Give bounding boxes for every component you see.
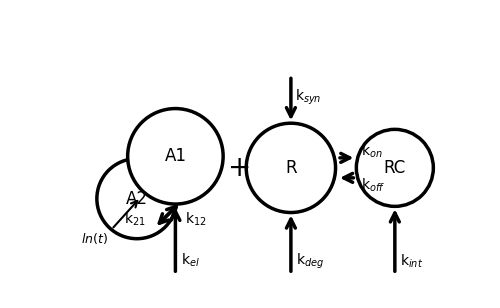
Text: k$_{deg}$: k$_{deg}$: [296, 252, 324, 271]
Text: k$_{int}$: k$_{int}$: [400, 253, 423, 270]
Text: k$_{12}$: k$_{12}$: [186, 211, 207, 228]
Ellipse shape: [128, 108, 223, 204]
Text: k$_{off}$: k$_{off}$: [361, 176, 385, 193]
Text: k$_{on}$: k$_{on}$: [361, 142, 382, 160]
Text: R: R: [285, 159, 296, 177]
Text: k$_{el}$: k$_{el}$: [181, 252, 200, 269]
Text: A1: A1: [164, 147, 186, 165]
Text: RC: RC: [384, 159, 406, 177]
Ellipse shape: [97, 159, 177, 239]
Text: +: +: [228, 154, 251, 182]
Text: A2: A2: [126, 190, 148, 208]
Text: $\mathit{ln(t)}$: $\mathit{ln(t)}$: [80, 231, 108, 246]
Text: k$_{syn}$: k$_{syn}$: [295, 87, 321, 107]
Ellipse shape: [356, 129, 434, 206]
Ellipse shape: [246, 123, 336, 213]
Text: k$_{21}$: k$_{21}$: [124, 211, 146, 228]
